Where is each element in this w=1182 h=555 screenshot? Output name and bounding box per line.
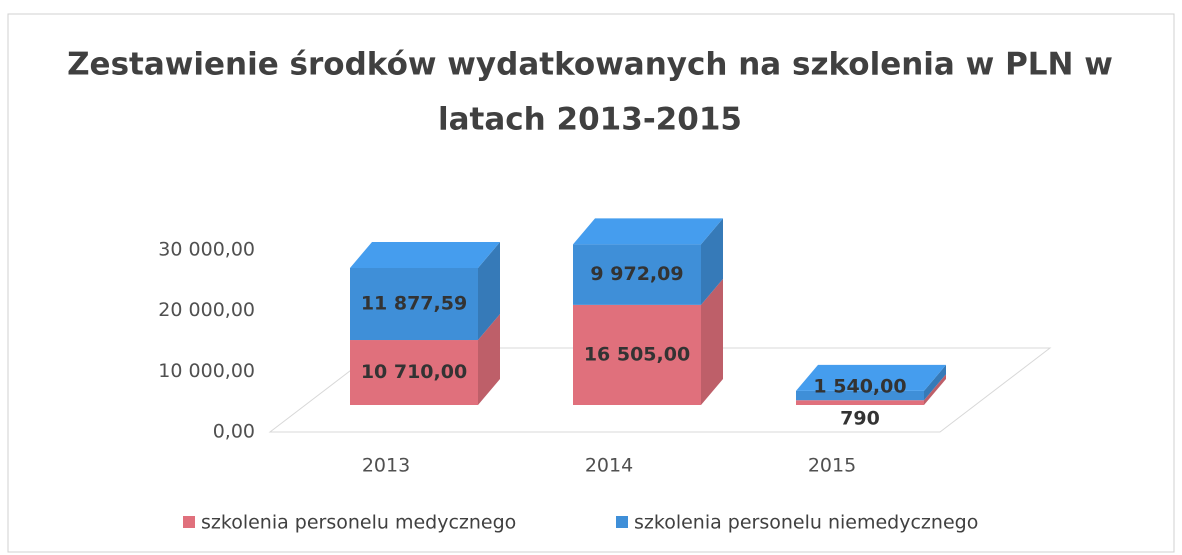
bar [573, 218, 723, 305]
data-label: 10 710,00 [361, 361, 467, 383]
bar-front [796, 400, 924, 405]
legend-swatch [183, 516, 195, 528]
bar-top [350, 241, 500, 268]
y-tick-label: 30 000,00 [158, 239, 255, 261]
bar-side [924, 374, 946, 405]
bar [350, 314, 500, 405]
bar [573, 278, 723, 405]
legend-label: szkolenia personelu medycznego [201, 512, 516, 534]
data-label: 11 877,59 [361, 292, 467, 314]
bar-front [350, 267, 478, 341]
data-label: 9 972,09 [590, 263, 683, 285]
title-line: latach 2013-2015 [438, 102, 742, 138]
bar [796, 374, 946, 405]
bar-side [701, 278, 723, 405]
chart-title: Zestawienie środków wydatkowanych na szk… [67, 47, 1113, 138]
bar-front [796, 390, 924, 401]
y-tick-label: 20 000,00 [158, 299, 255, 321]
legend-label: szkolenia personelu niemedycznego [634, 512, 978, 534]
chart-border [7, 13, 1175, 553]
bar [350, 241, 500, 341]
x-tick-label: 2013 [362, 455, 410, 477]
bar-front [350, 340, 478, 405]
bar-side [478, 241, 500, 341]
data-label: 790 [840, 408, 880, 430]
bar-top [573, 218, 723, 245]
bar-top [796, 364, 946, 391]
bar-side [701, 218, 723, 305]
bar-front [573, 244, 701, 305]
floor [268, 347, 1052, 433]
title-line: Zestawienie środków wydatkowanych na szk… [67, 47, 1113, 83]
bar-side [478, 314, 500, 405]
data-label: 1 540,00 [813, 375, 906, 397]
bar-side [924, 364, 946, 401]
x-tick-label: 2014 [585, 455, 633, 477]
y-tick-label: 10 000,00 [158, 360, 255, 382]
y-tick-label: 0,00 [213, 421, 255, 443]
bar-front [573, 304, 701, 405]
data-label: 16 505,00 [584, 343, 690, 365]
legend-swatch [616, 516, 628, 528]
x-tick-label: 2015 [808, 455, 856, 477]
bar [796, 364, 946, 401]
